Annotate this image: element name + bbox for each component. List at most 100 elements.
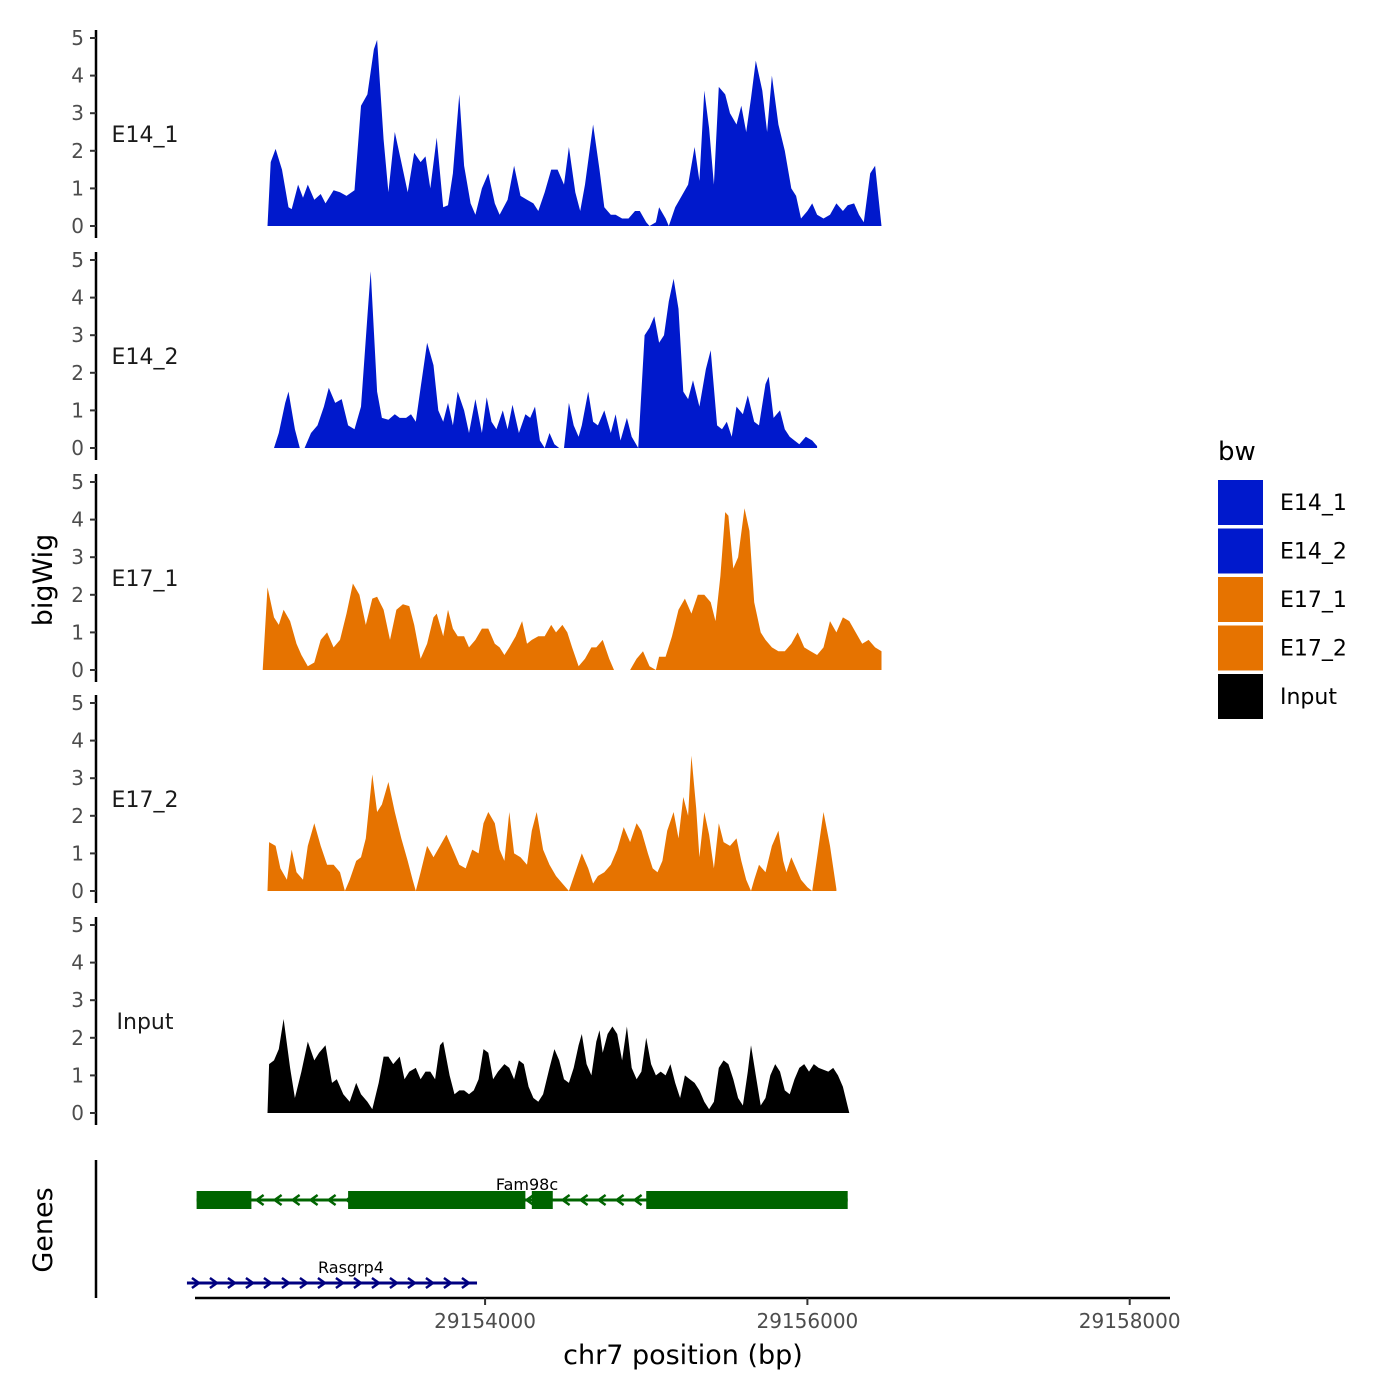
track-Input: 0 1 2 3 4 5 Input — [71, 913, 850, 1125]
strand-chevron — [425, 1276, 436, 1290]
y-tick-label: 4 — [71, 286, 84, 310]
track-label-Input: Input — [117, 1010, 174, 1035]
strand-chevron — [245, 1276, 256, 1290]
y-tick-label: 0 — [71, 658, 84, 682]
track-E14_1: 0 1 2 3 4 5 E14_1 — [71, 26, 882, 238]
track-label-E14_1: E14_1 — [112, 123, 179, 148]
x-tick-label: 29158000 — [1079, 1309, 1181, 1333]
genes-axis-title: Genes — [28, 1187, 59, 1272]
strand-chevron — [461, 1276, 472, 1290]
strand-chevron — [272, 1193, 283, 1207]
strand-chevron — [524, 1193, 535, 1207]
strand-chevron — [632, 1193, 643, 1207]
strand-chevron — [560, 1193, 571, 1207]
strand-chevron — [443, 1276, 454, 1290]
strand-chevron — [335, 1276, 346, 1290]
y-tick-label: 3 — [71, 545, 84, 569]
legend-item-E14_2: E14_2 — [1218, 528, 1347, 574]
gene-Rasgrp4: Rasgrp4 — [186, 1258, 478, 1290]
gene-Fam98c: Fam98c — [196, 1175, 848, 1209]
legend-swatch — [1218, 528, 1263, 574]
x-axis-title: chr7 position (bp) — [563, 1340, 803, 1371]
legend-swatch — [1218, 577, 1263, 622]
coverage-area-E14_2 — [274, 271, 818, 448]
strand-chevron — [371, 1276, 382, 1290]
strand-chevron — [317, 1276, 328, 1290]
legend-label: Input — [1280, 685, 1337, 710]
strand-chevron — [209, 1276, 220, 1290]
y-tick-label: 2 — [71, 1026, 84, 1050]
legend-item-E17_2: E17_2 — [1218, 625, 1347, 671]
y-tick-label: 5 — [71, 470, 84, 494]
strand-chevron — [389, 1276, 400, 1290]
y-tick-label: 0 — [71, 436, 84, 460]
legend-label: E17_2 — [1280, 637, 1347, 662]
legend-item-E14_1: E14_1 — [1218, 480, 1347, 525]
y-tick-label: 5 — [71, 691, 84, 715]
strand-chevron — [299, 1276, 310, 1290]
y-tick-label: 1 — [71, 1063, 84, 1087]
strand-chevron — [254, 1193, 265, 1207]
y-tick-label: 1 — [71, 398, 84, 422]
gene-exon — [348, 1191, 526, 1209]
x-axis: 29154000 29156000 29158000 — [195, 1296, 1181, 1333]
strand-chevron — [308, 1193, 319, 1207]
legend-swatch — [1218, 674, 1263, 719]
legend-label: E14_1 — [1280, 491, 1347, 516]
gene-exon — [196, 1191, 252, 1209]
genes-panel: Fam98c Rasgrp4 — [94, 1160, 848, 1298]
strand-chevron — [191, 1276, 202, 1290]
legend-swatch — [1218, 625, 1263, 671]
strand-chevron — [281, 1276, 292, 1290]
legend-label: E14_2 — [1280, 540, 1347, 565]
y-tick-label: 1 — [71, 620, 84, 644]
y-tick-label: 0 — [71, 214, 84, 238]
x-tick-label: 29154000 — [434, 1309, 536, 1333]
y-tick-label: 2 — [71, 361, 84, 385]
y-tick-label: 0 — [71, 879, 84, 903]
gene-label-Fam98c: Fam98c — [496, 1175, 558, 1194]
y-tick-label: 5 — [71, 26, 84, 50]
y-tick-label: 3 — [71, 101, 84, 125]
strand-chevron — [290, 1193, 301, 1207]
legend: bw E14_1 E14_2 E17_1 E17_2 Input — [1218, 437, 1347, 719]
y-tick-label: 5 — [71, 913, 84, 937]
coverage-area-E17_1 — [262, 508, 882, 670]
coverage-area-E14_1 — [267, 39, 882, 227]
gene-label-Rasgrp4: Rasgrp4 — [318, 1258, 384, 1277]
y-tick-label: 2 — [71, 804, 84, 828]
y-tick-label: 4 — [71, 729, 84, 753]
y-tick-label: 3 — [71, 988, 84, 1012]
y-tick-label: 4 — [71, 64, 84, 88]
track-label-E17_1: E17_1 — [112, 567, 179, 592]
track-label-E17_2: E17_2 — [112, 788, 179, 813]
strand-chevron — [263, 1276, 274, 1290]
legend-item-E17_1: E17_1 — [1218, 577, 1347, 622]
strand-chevron — [227, 1276, 238, 1290]
strand-chevron — [407, 1276, 418, 1290]
y-tick-label: 0 — [71, 1101, 84, 1125]
coverage-area-Input — [267, 1019, 850, 1113]
y-tick-label: 4 — [71, 508, 84, 532]
legend-swatch — [1218, 480, 1263, 525]
y-axis-title: bigWig — [28, 534, 59, 627]
y-tick-label: 3 — [71, 323, 84, 347]
track-E17_1: 0 1 2 3 4 5 E17_1 — [71, 470, 882, 682]
strand-chevron — [353, 1276, 364, 1290]
track-E14_2: 0 1 2 3 4 5 E14_2 — [71, 248, 818, 460]
strand-chevron — [614, 1193, 625, 1207]
y-tick-label: 1 — [71, 176, 84, 200]
x-tick-label: 29156000 — [756, 1309, 858, 1333]
gene-exon — [646, 1191, 848, 1209]
track-E17_2: 0 1 2 3 4 5 E17_2 — [71, 691, 837, 903]
legend-label: E17_1 — [1280, 588, 1347, 613]
legend-item-Input: Input — [1218, 674, 1337, 719]
track-label-E14_2: E14_2 — [112, 345, 179, 370]
strand-chevron — [596, 1193, 607, 1207]
gene-exon — [531, 1191, 553, 1209]
y-tick-label: 4 — [71, 951, 84, 975]
y-tick-label: 2 — [71, 139, 84, 163]
y-tick-label: 2 — [71, 583, 84, 607]
coverage-area-E17_2 — [267, 755, 837, 891]
